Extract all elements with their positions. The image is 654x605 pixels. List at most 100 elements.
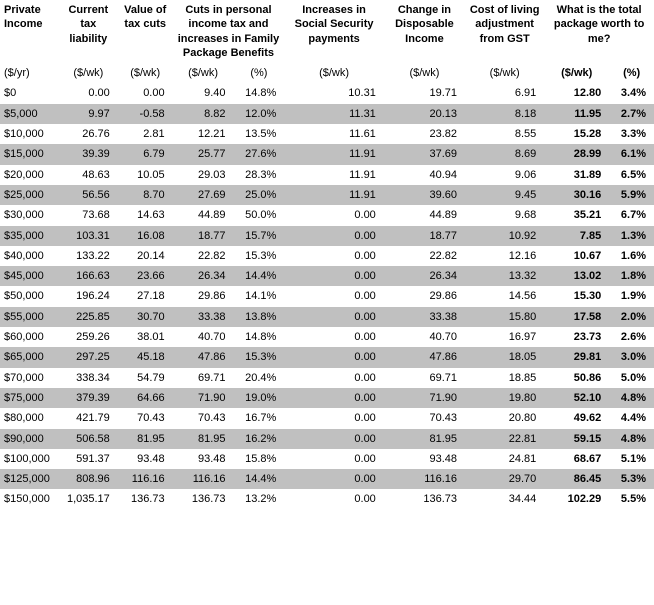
cell-totwk: 15.28	[544, 124, 609, 144]
table-row: $150,0001,035.17136.73136.7313.2%0.00136…	[0, 489, 654, 509]
cell-income: $45,000	[0, 266, 59, 286]
table-row: $25,00056.568.7027.6925.0%11.9139.609.45…	[0, 185, 654, 205]
cell-cutswk: 8.82	[173, 104, 234, 124]
cell-totpct: 4.8%	[609, 429, 654, 449]
cell-ss: 0.00	[284, 286, 384, 306]
cell-cutspct: 27.6%	[234, 144, 285, 164]
cell-col: 34.44	[465, 489, 544, 509]
cell-totpct: 3.4%	[609, 83, 654, 103]
cell-col: 8.69	[465, 144, 544, 164]
cell-totwk: 29.81	[544, 347, 609, 367]
cell-cutswk: 29.86	[173, 286, 234, 306]
cell-disp: 71.90	[384, 388, 465, 408]
cell-ss: 11.91	[284, 165, 384, 185]
cell-col: 9.45	[465, 185, 544, 205]
unit-col: ($/wk)	[465, 63, 544, 83]
header-col: Cost of living adjustment from GST	[465, 0, 544, 63]
cell-income: $25,000	[0, 185, 59, 205]
cell-liability: 225.85	[59, 307, 118, 327]
cell-valuecuts: 93.48	[118, 449, 173, 469]
cell-valuecuts: 45.18	[118, 347, 173, 367]
cell-ss: 0.00	[284, 327, 384, 347]
cell-cutswk: 44.89	[173, 205, 234, 225]
cell-totwk: 102.29	[544, 489, 609, 509]
cell-ss: 0.00	[284, 489, 384, 509]
cell-ss: 0.00	[284, 246, 384, 266]
cell-totwk: 30.16	[544, 185, 609, 205]
cell-liability: 103.31	[59, 226, 118, 246]
tax-table: Private Income Current tax liability Val…	[0, 0, 654, 510]
cell-liability: 808.96	[59, 469, 118, 489]
cell-ss: 0.00	[284, 347, 384, 367]
cell-col: 24.81	[465, 449, 544, 469]
cell-cutspct: 19.0%	[234, 388, 285, 408]
cell-totwk: 23.73	[544, 327, 609, 347]
cell-liability: 133.22	[59, 246, 118, 266]
cell-ss: 0.00	[284, 205, 384, 225]
cell-totwk: 52.10	[544, 388, 609, 408]
cell-income: $20,000	[0, 165, 59, 185]
cell-liability: 166.63	[59, 266, 118, 286]
cell-totpct: 3.3%	[609, 124, 654, 144]
cell-disp: 22.82	[384, 246, 465, 266]
cell-ss: 0.00	[284, 388, 384, 408]
cell-totwk: 59.15	[544, 429, 609, 449]
cell-cutswk: 26.34	[173, 266, 234, 286]
cell-totwk: 13.02	[544, 266, 609, 286]
cell-income: $75,000	[0, 388, 59, 408]
cell-ss: 0.00	[284, 449, 384, 469]
cell-liability: 9.97	[59, 104, 118, 124]
cell-income: $35,000	[0, 226, 59, 246]
cell-disp: 26.34	[384, 266, 465, 286]
cell-ss: 0.00	[284, 408, 384, 428]
cell-disp: 93.48	[384, 449, 465, 469]
cell-col: 12.16	[465, 246, 544, 266]
cell-liability: 591.37	[59, 449, 118, 469]
cell-col: 22.81	[465, 429, 544, 449]
cell-income: $30,000	[0, 205, 59, 225]
cell-liability: 379.39	[59, 388, 118, 408]
cell-cutspct: 14.1%	[234, 286, 285, 306]
cell-cutswk: 69.71	[173, 368, 234, 388]
cell-totwk: 31.89	[544, 165, 609, 185]
cell-totpct: 6.5%	[609, 165, 654, 185]
cell-ss: 0.00	[284, 307, 384, 327]
table-row: $45,000166.6323.6626.3414.4%0.0026.3413.…	[0, 266, 654, 286]
cell-disp: 47.86	[384, 347, 465, 367]
table-row: $20,00048.6310.0529.0328.3%11.9140.949.0…	[0, 165, 654, 185]
cell-cutspct: 28.3%	[234, 165, 285, 185]
cell-col: 16.97	[465, 327, 544, 347]
cell-cutswk: 81.95	[173, 429, 234, 449]
cell-cutswk: 71.90	[173, 388, 234, 408]
cell-income: $5,000	[0, 104, 59, 124]
cell-valuecuts: 16.08	[118, 226, 173, 246]
header-liability: Current tax liability	[59, 0, 118, 63]
cell-disp: 70.43	[384, 408, 465, 428]
cell-liability: 297.25	[59, 347, 118, 367]
cell-cutswk: 93.48	[173, 449, 234, 469]
cell-totpct: 5.3%	[609, 469, 654, 489]
cell-totpct: 5.1%	[609, 449, 654, 469]
cell-totpct: 3.0%	[609, 347, 654, 367]
cell-cutspct: 14.4%	[234, 469, 285, 489]
cell-cutswk: 25.77	[173, 144, 234, 164]
cell-income: $80,000	[0, 408, 59, 428]
cell-col: 20.80	[465, 408, 544, 428]
unit-valuecuts: ($/wk)	[118, 63, 173, 83]
cell-cutswk: 116.16	[173, 469, 234, 489]
cell-income: $65,000	[0, 347, 59, 367]
cell-cutswk: 136.73	[173, 489, 234, 509]
cell-income: $70,000	[0, 368, 59, 388]
table-row: $65,000297.2545.1847.8615.3%0.0047.8618.…	[0, 347, 654, 367]
cell-disp: 37.69	[384, 144, 465, 164]
cell-liability: 259.26	[59, 327, 118, 347]
cell-cutswk: 70.43	[173, 408, 234, 428]
cell-totpct: 6.7%	[609, 205, 654, 225]
header-cuts: Cuts in personal income tax and increase…	[173, 0, 285, 63]
cell-valuecuts: 54.79	[118, 368, 173, 388]
cell-cutswk: 18.77	[173, 226, 234, 246]
cell-cutspct: 14.8%	[234, 327, 285, 347]
cell-col: 8.18	[465, 104, 544, 124]
cell-liability: 421.79	[59, 408, 118, 428]
cell-ss: 11.91	[284, 144, 384, 164]
